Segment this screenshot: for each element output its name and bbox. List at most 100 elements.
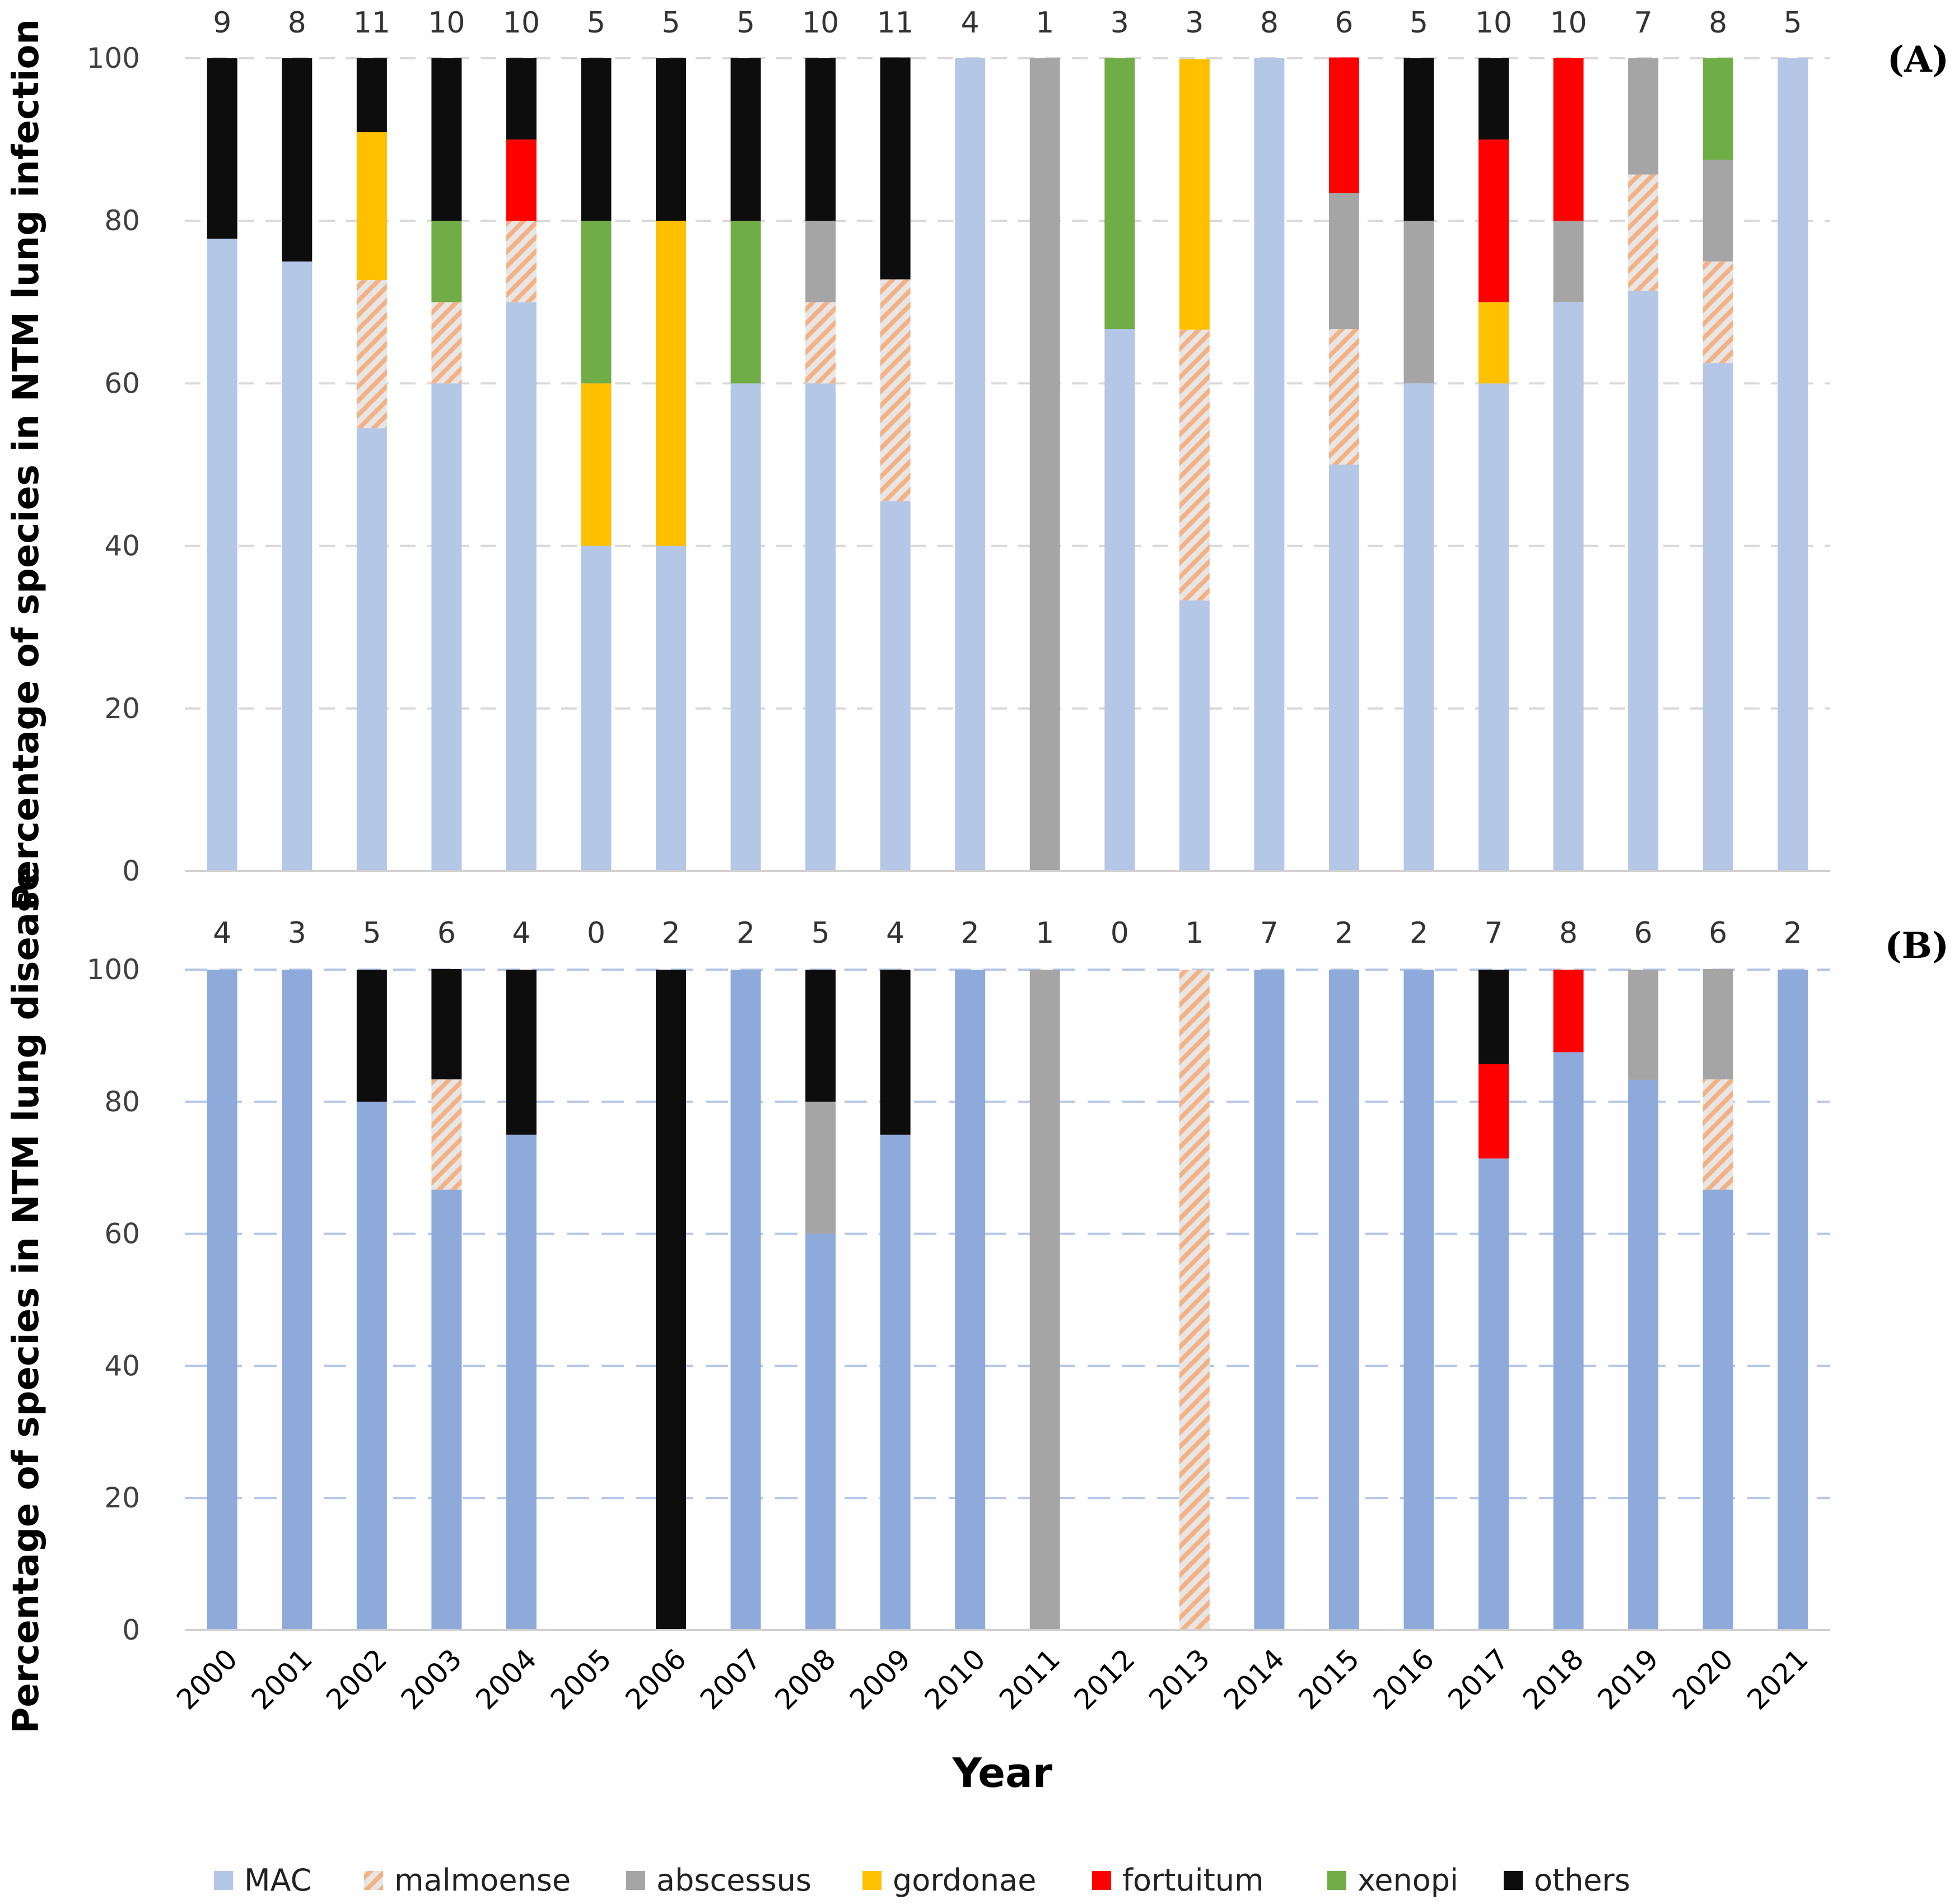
bar-segment-b-2014-MAC — [1254, 970, 1285, 1630]
bar-segment-a-2019-MAC — [1628, 290, 1659, 871]
x-tick-label-2000: 2000 — [170, 1642, 244, 1716]
legend-label-fortuitum: fortuitum — [1122, 1863, 1264, 1898]
x-tick-label-2002: 2002 — [320, 1642, 393, 1716]
count-label-b-2013: 1 — [1185, 916, 1204, 950]
y-tick-label-b: 100 — [87, 953, 140, 986]
bar-segment-a-2000-MAC — [207, 239, 237, 871]
y-tick-label-b: 80 — [104, 1086, 140, 1118]
count-label-b-2011: 1 — [1036, 916, 1054, 950]
bar-segment-a-2005-others — [581, 58, 612, 221]
count-label-b-2002: 5 — [362, 916, 381, 950]
bar-segment-a-2007-xenopi — [730, 221, 761, 384]
bar-segment-a-2007-MAC — [730, 383, 761, 871]
bar-segment-a-2004-MAC — [506, 302, 537, 871]
count-label-a-2005: 5 — [587, 6, 605, 40]
bar-segment-a-2008-abscessus — [805, 221, 836, 302]
x-tick-label-2008: 2008 — [769, 1642, 842, 1716]
count-label-b-2006: 2 — [661, 916, 680, 950]
bar-segment-b-2017-fortuitum — [1478, 1064, 1509, 1159]
bar-segment-a-2004-others — [506, 58, 537, 140]
bar-segment-a-2002-others — [356, 58, 387, 133]
bar-segment-a-2005-gordonae — [581, 383, 612, 546]
bar-segment-a-2009-MAC — [880, 501, 911, 871]
bar-segment-b-2021-MAC — [1778, 970, 1808, 1630]
count-label-a-2007: 5 — [736, 6, 755, 40]
panel-label-b: (B) — [1885, 925, 1949, 967]
y-tick-label-a: 60 — [104, 367, 140, 399]
legend-swatch-others — [1504, 1871, 1523, 1890]
bars — [207, 57, 1808, 1630]
count-label-a-2014: 8 — [1260, 6, 1279, 40]
count-label-b-2008: 5 — [811, 916, 830, 950]
count-label-b-2021: 2 — [1784, 916, 1802, 950]
bar-segment-b-2013-malmoense — [1179, 970, 1210, 1630]
bar-segment-a-2009-malmoense — [880, 279, 911, 501]
bar-segment-a-2013-MAC — [1179, 600, 1210, 871]
y-tick-label-a: 20 — [104, 692, 140, 725]
bar-segment-a-2003-MAC — [431, 383, 462, 871]
bar-segment-a-2004-fortuitum — [506, 139, 537, 221]
legend-label-others: others — [1534, 1863, 1630, 1898]
bar-segment-b-2006-others — [656, 970, 687, 1630]
bar-segment-a-2008-others — [805, 58, 836, 221]
bar-segment-a-2003-malmoense — [431, 302, 462, 384]
legend-label-xenopi: xenopi — [1358, 1863, 1458, 1898]
count-label-b-2018: 8 — [1559, 916, 1578, 950]
x-tick-label-2020: 2020 — [1666, 1642, 1739, 1716]
bar-segment-a-2004-malmoense — [506, 221, 537, 302]
bar-segment-a-2003-others — [431, 58, 462, 221]
y-tick-label-a: 100 — [87, 42, 140, 75]
count-label-a-2018: 10 — [1550, 6, 1587, 40]
bar-segment-b-2019-abscessus — [1628, 970, 1659, 1080]
bar-segment-b-2011-abscessus — [1029, 970, 1060, 1630]
bar-segment-b-2008-others — [805, 970, 836, 1102]
bar-segment-a-2006-MAC — [656, 546, 687, 871]
count-label-a-2009: 11 — [877, 6, 914, 40]
count-label-b-2020: 6 — [1709, 916, 1727, 950]
count-label-a-2020: 8 — [1709, 6, 1727, 40]
bar-segment-b-2003-MAC — [431, 1189, 462, 1630]
legend-swatch-gordonae — [862, 1871, 881, 1890]
x-tick-label-2001: 2001 — [245, 1642, 319, 1716]
bar-segment-a-2014-MAC — [1254, 58, 1285, 871]
x-tick-label-2004: 2004 — [469, 1642, 543, 1716]
bar-segment-a-2020-xenopi — [1703, 58, 1733, 160]
bar-segment-b-2004-MAC — [506, 1134, 537, 1630]
x-tick-label-2009: 2009 — [843, 1642, 917, 1716]
x-tick-label-2019: 2019 — [1592, 1642, 1665, 1716]
bar-segment-b-2004-others — [506, 970, 537, 1135]
bar-segment-b-2008-abscessus — [805, 1101, 836, 1234]
count-label-b-2019: 6 — [1634, 916, 1653, 950]
bar-segment-a-2018-abscessus — [1553, 221, 1584, 302]
count-label-a-2016: 5 — [1410, 6, 1428, 40]
legend-label-abscessus: abscessus — [656, 1863, 811, 1898]
bar-segment-a-2005-xenopi — [581, 221, 612, 384]
bar-segment-b-2017-others — [1478, 970, 1509, 1064]
bar-segment-b-2010-MAC — [955, 970, 986, 1630]
bar-segment-b-2019-MAC — [1628, 1079, 1659, 1630]
bar-segment-a-2001-MAC — [282, 261, 312, 871]
y-axis-title-a: Percentage of species in NTM lung infect… — [6, 19, 47, 911]
bar-segment-a-2005-MAC — [581, 546, 612, 871]
legend-swatch-MAC — [214, 1871, 233, 1890]
legend: MAC malmoense abscessus gordonae fortuitum xe… — [214, 1863, 1630, 1898]
bar-segment-a-2016-MAC — [1403, 383, 1434, 871]
x-tick-label-2007: 2007 — [694, 1642, 767, 1716]
bar-segment-b-2009-MAC — [880, 1134, 911, 1630]
bar-segment-b-2020-malmoense — [1703, 1079, 1733, 1190]
bar-segment-a-2021-MAC — [1778, 58, 1808, 871]
count-label-a-2006: 5 — [661, 6, 680, 40]
bar-segment-a-2015-MAC — [1328, 464, 1359, 871]
count-label-a-2019: 7 — [1634, 6, 1653, 40]
y-tick-label-b: 60 — [104, 1218, 140, 1250]
count-label-b-2017: 7 — [1484, 916, 1503, 950]
bar-segment-b-2016-MAC — [1403, 970, 1434, 1630]
bar-segment-b-2020-abscessus — [1703, 969, 1733, 1079]
x-tick-label-2006: 2006 — [619, 1642, 693, 1716]
bar-segment-a-2013-malmoense — [1179, 329, 1210, 600]
bar-segment-a-2013-gordonae — [1179, 59, 1210, 330]
bar-segment-a-2002-malmoense — [356, 280, 387, 429]
legend-swatch-xenopi — [1327, 1871, 1346, 1890]
count-label-a-2001: 8 — [288, 6, 306, 40]
